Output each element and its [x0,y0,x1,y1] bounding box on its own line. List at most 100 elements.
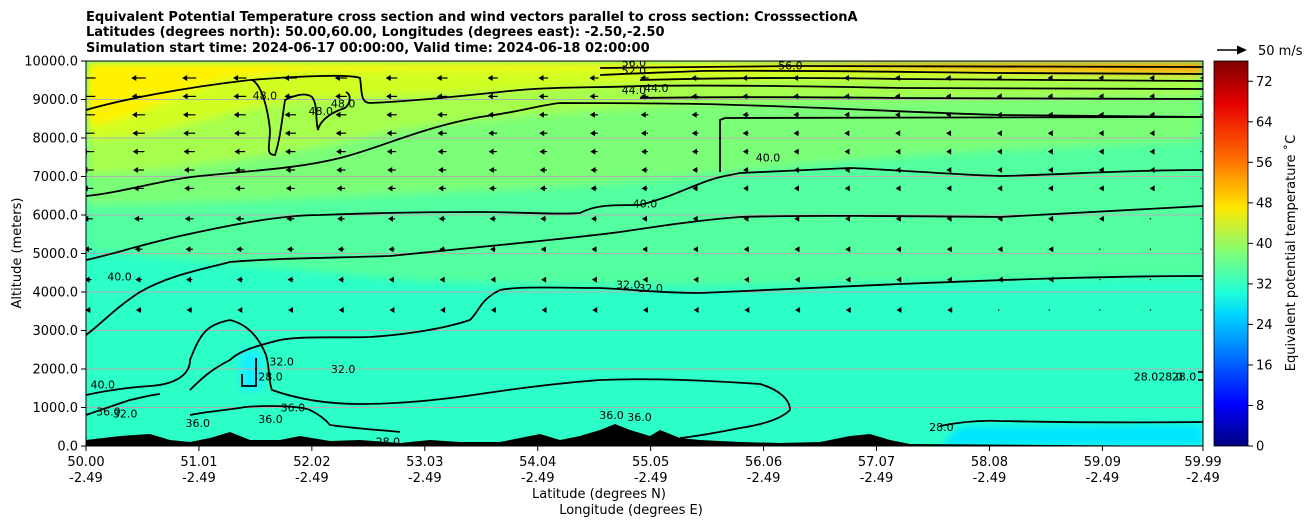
wind-vector-head [286,246,292,253]
wind-vector-head [743,185,749,192]
wind-vector-head [946,148,952,155]
wind-vector-head [845,307,851,313]
wind-vector-head [590,185,596,192]
wind-vector-head [236,276,242,283]
wind-vector-head [896,276,902,283]
contour-label: 40.0 [756,151,781,164]
wind-vector-head [742,167,748,173]
wind-vector-head [540,215,546,222]
wind-vector [1149,309,1152,311]
wind-vector-head [1149,148,1155,155]
wind-vector-head [592,307,598,313]
contour-label: 32.0 [638,282,663,295]
wind-vector-head [337,215,343,222]
y-tick-label: 5000.0 [33,247,79,262]
wind-vector [1149,248,1152,250]
wind-vector-head [539,167,545,173]
x-tick-label-lon: -2.49 [521,471,555,486]
wind-vector [1200,278,1202,281]
contour-label: 48.0 [253,90,278,103]
wind-vector-head [845,276,851,283]
contour-52 [599,69,1203,76]
wind-vector-head [235,185,241,192]
wind-vector-head [388,276,394,283]
wind-vector-head [184,185,190,192]
wind-vector-head [487,93,493,100]
wind-vector-head [641,167,647,173]
contour-label: 40.0 [91,378,116,391]
wind-vector-head [946,167,952,173]
wind-vector [997,309,1000,311]
wind-vector [1200,150,1202,153]
wind-vector-head [438,167,444,173]
wind-vector-head [896,246,902,253]
wind-vector-head [237,307,243,313]
contour-label: 44.0 [622,84,647,97]
quiver-key-label: 50 m/s [1258,44,1303,59]
wind-vector-head [233,93,239,100]
wind-vector [1200,187,1202,190]
contour-labels: 56.056.052.044.044.048.048.048.040.040.0… [91,60,1197,446]
wind-vector-head [490,307,496,313]
wind-vector-head [336,148,342,155]
y-tick-label: 7000.0 [33,170,79,185]
wind-vector-head [338,276,344,283]
wind-vector-head [183,148,189,155]
wind-vector-head [338,307,344,313]
wind-vector-head [997,185,1003,192]
wind-vector-head [389,307,395,313]
terrain [86,424,1203,446]
wind-vector-head [540,246,546,253]
wind-vector-head [589,75,595,81]
wind-vector-head [845,246,851,253]
colorbar-tick-label: 32 [1256,277,1273,292]
contour-label: 32.0 [269,355,294,368]
wind-vector-head [233,111,239,118]
wind-vector-head [793,148,799,155]
wind-vector-head [234,130,240,137]
wind-vector-head [1047,167,1053,173]
wind-vector-head [743,246,749,253]
wind-vector-head [134,246,140,253]
wind-vector-head [1149,75,1155,81]
wind-vector-head [742,111,748,118]
wind-vector-head [285,167,291,173]
contour-label: 56.0 [778,60,803,73]
wind-vector-head [844,148,850,155]
wind-vector-head [590,167,596,173]
x-tick-label-lon: -2.49 [182,471,216,486]
wind-vector-head [86,215,89,222]
colorbar-tick-label: 72 [1256,75,1273,90]
wind-vector-head [947,307,953,313]
wind-vector-head [436,75,442,81]
x-tick-label-lon: -2.49 [295,471,329,486]
plot-area: 56.056.052.044.044.048.048.048.040.040.0… [86,60,1203,446]
x-tick-label-lat: 58.08 [971,455,1008,470]
x-tick-label-lat: 55.05 [632,455,669,470]
wind-vector-head [793,111,799,118]
wind-vector [1200,218,1202,220]
gridlines [86,61,1203,446]
wind-vector-head [285,148,291,155]
wind-vector-head [488,148,494,155]
wind-vector-head [132,148,138,155]
contour-52b [639,77,1203,82]
wind-vector-head [335,111,341,118]
wind-vector-head [591,276,597,283]
colorbar: 0 8 16 24 32 40 48 56 64 72 Equivalent potential … [1213,60,1299,455]
wind-vector-head [693,246,699,253]
contour-32-left [86,393,161,416]
wind-vector [1200,309,1202,311]
wind-vector-head [641,148,647,155]
wind-vector-head [236,246,242,253]
wind-vector-head [182,93,188,100]
wind-vector-head [489,185,495,192]
contour-28-right [939,419,1203,427]
contour-label: 48.0 [309,105,334,118]
contour-label: 36.0 [599,409,624,422]
contour-label: 28.0 [929,421,954,434]
x-tick-label-lat: 59.99 [1184,455,1221,470]
colorbar-tick-label: 48 [1256,196,1273,211]
wind-vector-head [642,307,648,313]
